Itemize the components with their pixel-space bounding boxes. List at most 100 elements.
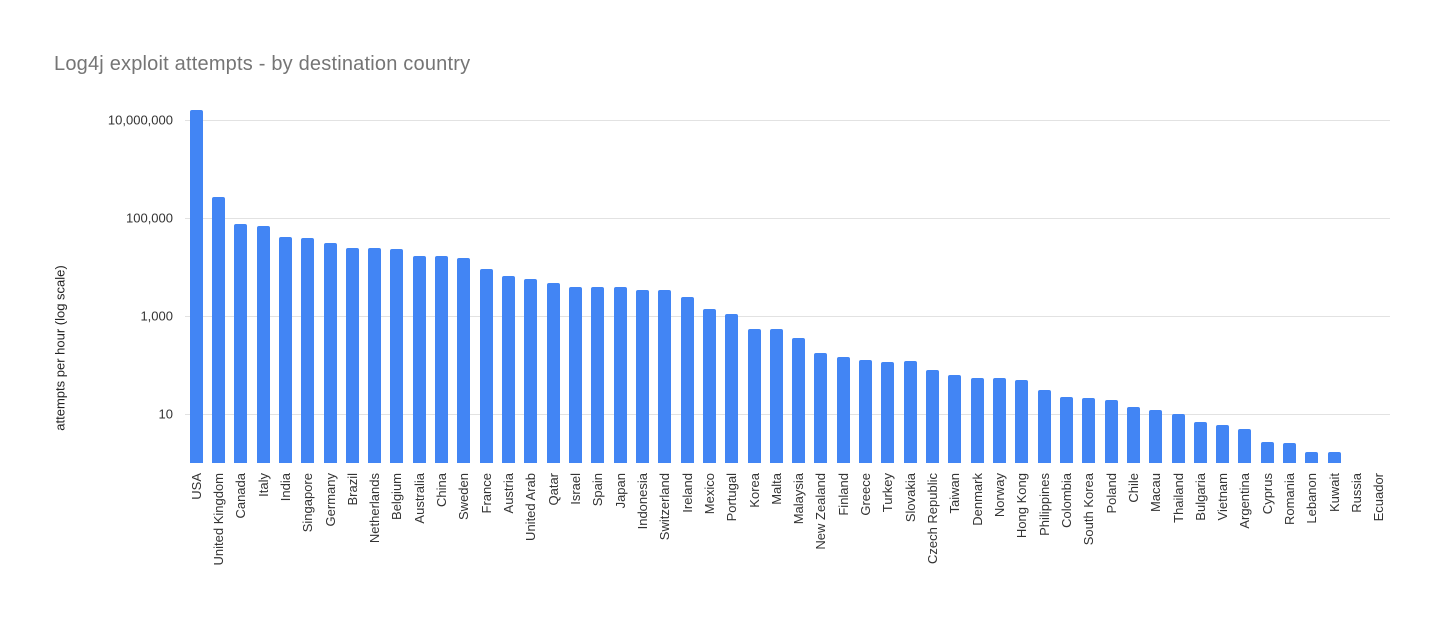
x-axis-label: Qatar: [545, 473, 561, 506]
x-axis-label: Bulgaria: [1192, 473, 1208, 521]
bar-chile[interactable]: [1126, 406, 1140, 463]
bar-italy[interactable]: [256, 225, 270, 463]
bar-japan[interactable]: [613, 287, 627, 463]
x-axis-label: Malaysia: [791, 473, 807, 525]
bar-finland[interactable]: [836, 357, 850, 463]
x-axis-label-cell: Thailand: [1167, 473, 1189, 635]
x-axis-label-cell: South Korea: [1078, 473, 1100, 635]
bar-usa[interactable]: [189, 109, 203, 463]
x-axis-label: Hong Kong: [1014, 473, 1030, 539]
bar-mexico[interactable]: [702, 308, 716, 463]
x-axis-label: Norway: [991, 473, 1007, 518]
bar-india[interactable]: [278, 236, 292, 463]
bar-brazil[interactable]: [345, 247, 359, 463]
bar-new-zealand[interactable]: [814, 353, 828, 463]
bar-argentina[interactable]: [1238, 428, 1252, 463]
bar-ireland[interactable]: [680, 296, 694, 463]
bar-romania[interactable]: [1283, 442, 1297, 463]
bar-kuwait[interactable]: [1327, 451, 1341, 463]
bar-vietnam[interactable]: [1216, 424, 1230, 463]
bar-czech-republic[interactable]: [926, 369, 940, 463]
bar-korea[interactable]: [747, 329, 761, 463]
x-axis-label: Austria: [501, 473, 517, 514]
x-axis-label: Poland: [1103, 473, 1119, 514]
bar-cyprus[interactable]: [1260, 441, 1274, 463]
bar-united-kingdom[interactable]: [211, 196, 225, 463]
x-axis-label: Slovakia: [902, 473, 918, 523]
bar-austria[interactable]: [502, 276, 516, 463]
bar-united-arab[interactable]: [524, 278, 538, 463]
bar-taiwan[interactable]: [948, 374, 962, 463]
bar-poland[interactable]: [1104, 400, 1118, 463]
bar-greece[interactable]: [859, 360, 873, 463]
x-axis-label-cell: Indonesia: [631, 473, 653, 635]
x-axis-label: Macau: [1148, 473, 1164, 513]
bar-spain[interactable]: [591, 287, 605, 463]
x-axis-label-cell: India: [274, 473, 296, 635]
bar-hong-kong[interactable]: [1015, 379, 1029, 463]
x-axis-label-cell: Finland: [832, 473, 854, 635]
x-axis-label-cell: Portugal: [721, 473, 743, 635]
bar-slovakia[interactable]: [903, 361, 917, 463]
bar-macau[interactable]: [1149, 410, 1163, 463]
bar-denmark[interactable]: [970, 378, 984, 463]
bar-south-korea[interactable]: [1082, 398, 1096, 463]
x-axis-label-cell: Switzerland: [654, 473, 676, 635]
x-axis-label-cell: USA: [185, 473, 207, 635]
gridline: [185, 414, 1390, 415]
bar-singapore[interactable]: [301, 238, 315, 463]
x-axis-label: Portugal: [724, 473, 740, 522]
bar-israel[interactable]: [569, 287, 582, 463]
x-axis-label-cell: Taiwan: [944, 473, 966, 635]
bar-canada[interactable]: [234, 223, 248, 463]
x-axis-label-cell: Vietnam: [1211, 473, 1233, 635]
bar-china[interactable]: [435, 255, 449, 463]
x-axis-label-cell: United Arab: [520, 473, 542, 635]
x-axis-label-cell: Denmark: [966, 473, 988, 635]
bar-lebanon[interactable]: [1305, 451, 1319, 463]
bar-indonesia[interactable]: [635, 289, 649, 463]
x-axis-label: Indonesia: [634, 473, 650, 530]
x-axis-label: United Kingdom: [210, 473, 226, 566]
x-axis-label-cell: Singapore: [297, 473, 319, 635]
bar-belgium[interactable]: [390, 249, 404, 463]
bar-germany[interactable]: [323, 242, 337, 463]
x-axis-label-cell: Ecuador: [1368, 473, 1390, 635]
bar-portugal[interactable]: [725, 313, 739, 463]
y-tick-label: 10,000,000: [107, 112, 173, 128]
bar-sweden[interactable]: [457, 258, 471, 463]
bar-switzerland[interactable]: [658, 289, 672, 463]
bar-colombia[interactable]: [1059, 397, 1073, 463]
x-axis-label-cell: Macau: [1145, 473, 1167, 635]
bar-australia[interactable]: [412, 255, 426, 463]
bar-netherlands[interactable]: [368, 247, 382, 463]
y-tick-label: 1,000: [140, 308, 173, 324]
bar-bulgaria[interactable]: [1193, 421, 1207, 463]
bar-qatar[interactable]: [546, 283, 560, 463]
x-axis-label-cell: Slovakia: [899, 473, 921, 635]
x-axis-label-cell: Turkey: [877, 473, 899, 635]
bar-france[interactable]: [479, 269, 493, 463]
x-axis-label: Finland: [835, 473, 851, 516]
x-axis-label-cell: Israel: [564, 473, 586, 635]
x-axis-label: Japan: [612, 473, 628, 509]
bar-malta[interactable]: [769, 329, 783, 463]
bar-malaysia[interactable]: [792, 337, 806, 463]
bar-thailand[interactable]: [1171, 414, 1185, 463]
bar-philippines[interactable]: [1037, 389, 1051, 463]
x-axis-label-cell: Greece: [854, 473, 876, 635]
x-axis-label: South Korea: [1081, 473, 1097, 546]
x-axis-label-cell: Czech Republic: [921, 473, 943, 635]
bar-norway[interactable]: [992, 378, 1006, 463]
x-axis-label: Vietnam: [1215, 473, 1231, 521]
x-axis-label-cell: Korea: [743, 473, 765, 635]
x-axis-label-cell: Malta: [765, 473, 787, 635]
x-axis-label: Mexico: [701, 473, 717, 515]
x-axis-label: Korea: [746, 473, 762, 508]
x-axis-label: Malta: [768, 473, 784, 505]
x-axis-label: Czech Republic: [925, 473, 941, 565]
bar-turkey[interactable]: [881, 362, 895, 463]
x-axis-label-cell: Colombia: [1055, 473, 1077, 635]
gridline: [185, 120, 1390, 121]
